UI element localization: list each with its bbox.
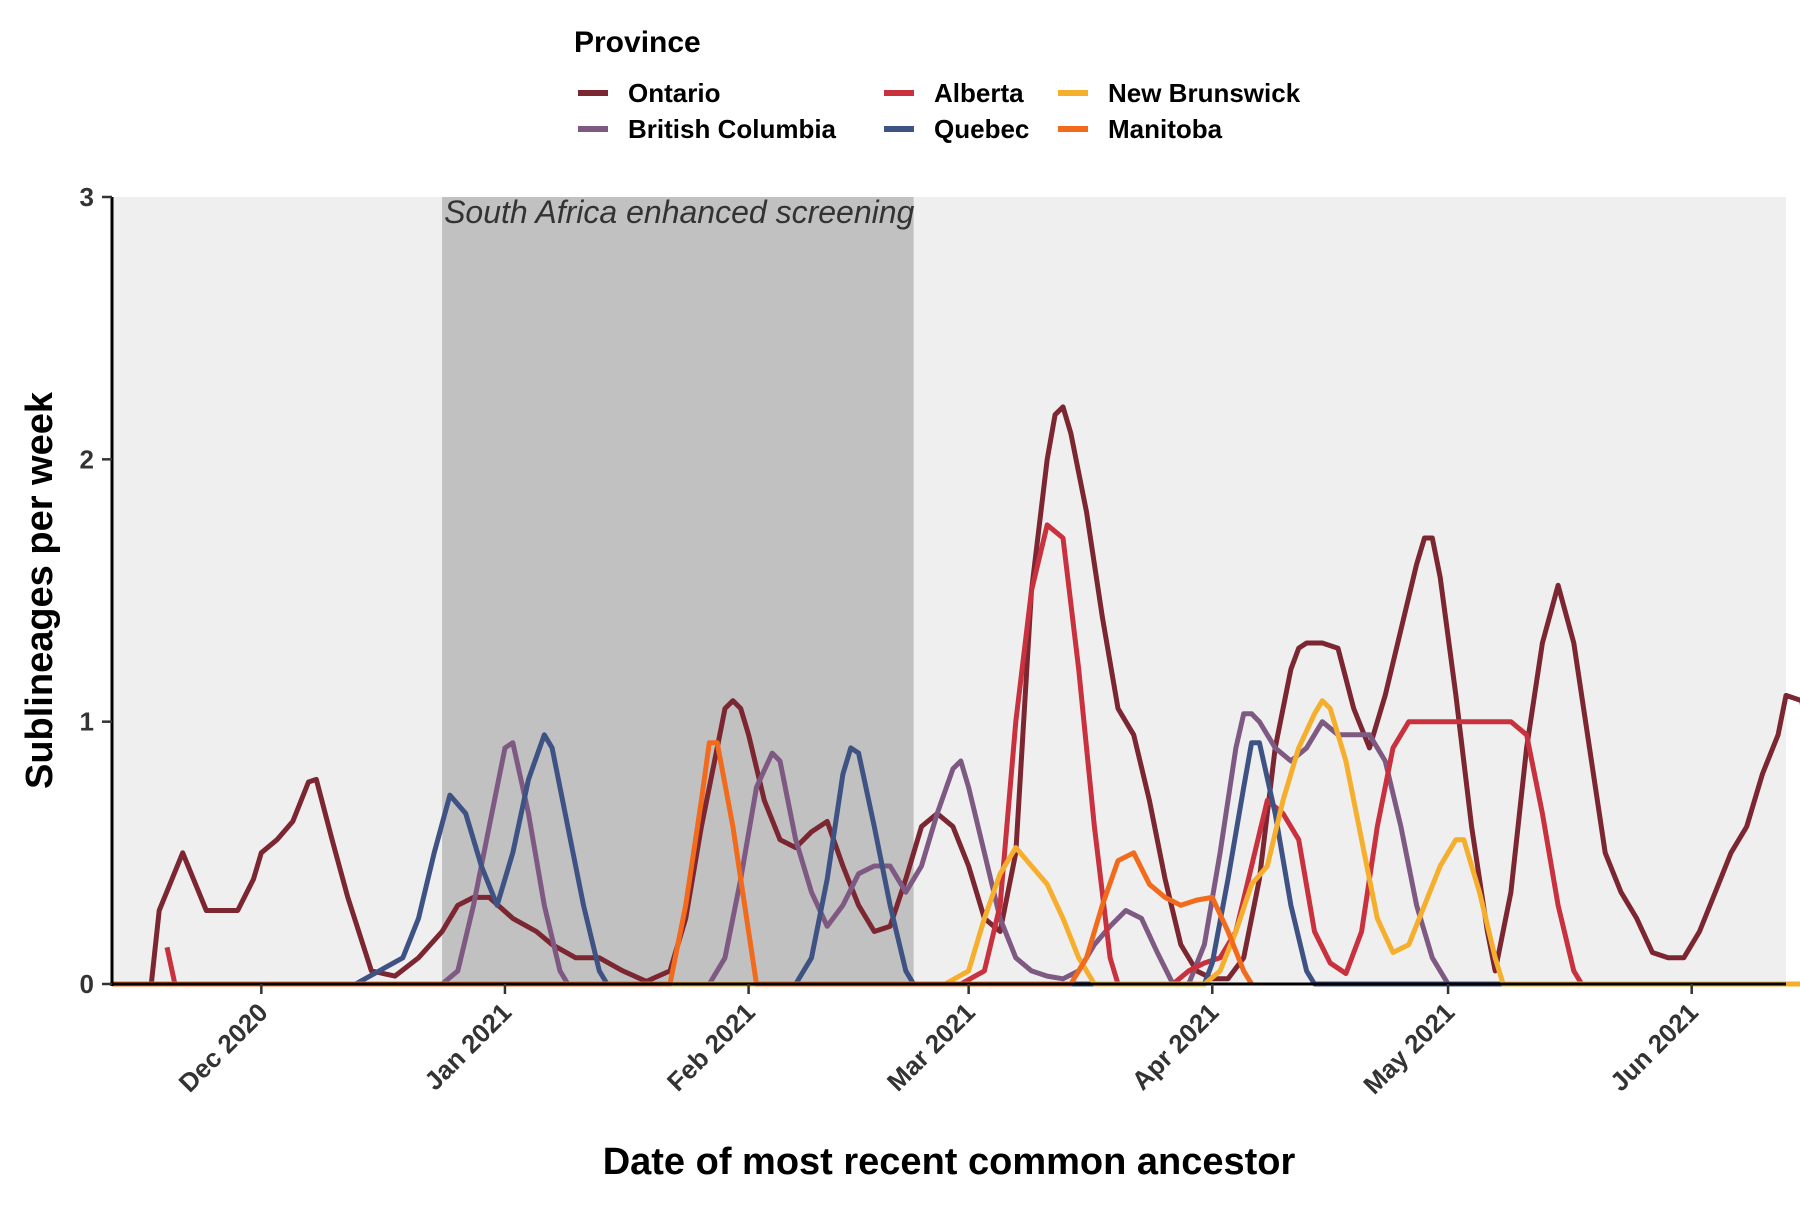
series-line-manitoba <box>112 740 1254 987</box>
legend-label-british-columbia: British Columbia <box>628 114 837 144</box>
series-line-quebec <box>112 732 1800 987</box>
x-tick-label: Feb 2021 <box>661 997 761 1097</box>
y-axis-title: Sublineages per week <box>19 391 61 789</box>
y-tick-label: 2 <box>80 444 94 474</box>
series-line-ontario <box>112 404 1800 987</box>
legend-label-new-brunswick: New Brunswick <box>1108 78 1301 108</box>
legend-label-ontario: Ontario <box>628 78 720 108</box>
plot-panel <box>112 197 1786 984</box>
shaded-period <box>442 197 914 984</box>
x-tick-label: Apr 2021 <box>1126 997 1225 1096</box>
series-line-new-brunswick <box>112 698 1800 987</box>
x-tick-label: Jun 2021 <box>1604 997 1704 1097</box>
legend-label-quebec: Quebec <box>934 114 1029 144</box>
shaded-period-label: South Africa enhanced screening <box>444 194 914 230</box>
y-tick-label: 0 <box>80 969 94 999</box>
y-tick-label: 1 <box>80 707 94 737</box>
y-tick-label: 3 <box>80 182 94 212</box>
legend-label-manitoba: Manitoba <box>1108 114 1223 144</box>
x-tick-label: Jan 2021 <box>418 997 517 1096</box>
x-tick-label: Mar 2021 <box>881 997 981 1097</box>
x-tick-label: Dec 2020 <box>173 997 274 1098</box>
legend-title: Province <box>574 26 701 59</box>
annotation-group: South Africa enhanced screening <box>442 194 915 984</box>
x-axis-title: Date of most recent common ancestor <box>603 1141 1296 1183</box>
legend: Province Ontario British Columbia Alberta Q… <box>574 26 1301 144</box>
legend-label-alberta: Alberta <box>934 78 1024 108</box>
x-tick-label: May 2021 <box>1357 997 1460 1100</box>
series-line-alberta <box>164 522 1800 987</box>
